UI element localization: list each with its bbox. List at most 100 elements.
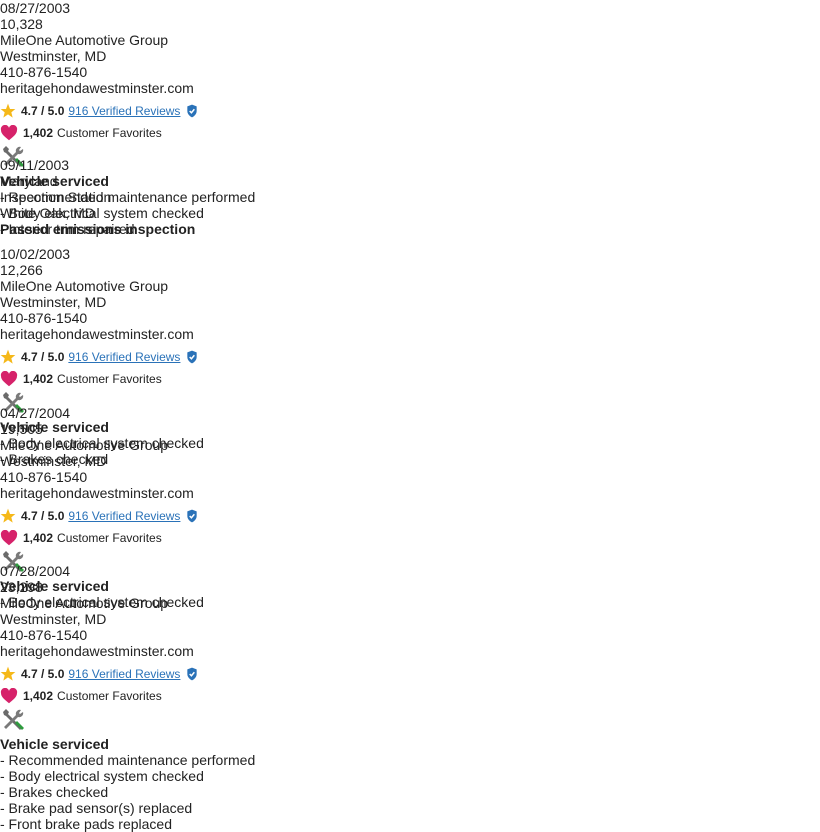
star-icon	[0, 103, 16, 118]
source-line: White Oak, MD	[0, 205, 95, 221]
favorites-count: 1,402	[23, 531, 54, 545]
history-row: 07/28/2004 23,298 MileOne Automotive Group…	[0, 563, 820, 832]
verified-badge	[187, 104, 198, 118]
details-item: - Recommended maintenance performed	[0, 752, 256, 768]
source-line: 410-876-1540	[0, 310, 88, 326]
details-title: Vehicle serviced	[0, 173, 109, 189]
source-line: Westminster, MD	[0, 453, 107, 469]
favorites-count: 1,402	[23, 372, 54, 386]
reviews-link[interactable]: 916 Verified Reviews	[68, 509, 181, 523]
details-item: - Brakes checked	[0, 784, 109, 800]
favorites-label: Customer Favorites	[57, 689, 162, 703]
date: 08/27/2003	[0, 0, 71, 16]
favorites-row: 1,402 Customer Favorites	[0, 122, 820, 144]
heart-icon	[0, 371, 18, 387]
mileage: 23,298	[0, 579, 43, 595]
source-line: heritagehondawestminster.com	[0, 326, 194, 342]
source-line: heritagehondawestminster.com	[0, 643, 194, 659]
details-item: - Body electrical system checked	[0, 768, 204, 784]
details: Vehicle serviced - Body electrical system…	[0, 578, 820, 610]
details-item: - Recommended maintenance performed	[0, 189, 256, 205]
rating-row: 4.7 / 5.0 916 Verified Reviews	[0, 505, 820, 527]
verified-badge	[187, 667, 198, 681]
source-line: 410-876-1540	[0, 64, 88, 80]
details-title: Vehicle serviced	[0, 578, 109, 594]
source: MileOne Automotive Group Westminster, MD 4…	[0, 437, 820, 549]
star-icon	[0, 508, 16, 523]
service-icon	[3, 146, 24, 167]
star-icon	[0, 349, 16, 364]
details-item: - Body electrical system checked	[0, 594, 204, 610]
details-item: - Front brake pads replaced	[0, 816, 172, 832]
icon-cell	[0, 549, 820, 578]
rating-score: 4.7 / 5.0	[21, 350, 65, 364]
details: Passed emissions inspection	[0, 221, 820, 237]
source-line: MileOne Automotive Group	[0, 595, 169, 611]
heart-icon	[0, 125, 18, 141]
source-line: Westminster, MD	[0, 294, 107, 310]
source: MileOne Automotive Group Westminster, MD 4…	[0, 278, 820, 390]
source-line: MileOne Automotive Group	[0, 32, 169, 48]
service-icon	[3, 551, 24, 572]
rating-row: 4.7 / 5.0 916 Verified Reviews	[0, 346, 820, 368]
history-row: 04/27/2004 19,505 MileOne Automotive Group…	[0, 405, 820, 610]
rating-row: 4.7 / 5.0 916 Verified Reviews	[0, 100, 820, 122]
heart-icon	[0, 688, 18, 704]
service-icon	[3, 392, 24, 413]
mileage: 12,266	[0, 262, 43, 278]
source-line: Inspection Station	[0, 189, 112, 205]
rating-score: 4.7 / 5.0	[21, 104, 65, 118]
source-line: Maryland	[0, 173, 58, 189]
icon-cell	[0, 707, 820, 736]
source: MileOne Automotive Group Westminster, MD 4…	[0, 595, 820, 707]
source-line: MileOne Automotive Group	[0, 437, 169, 453]
favorites-row: 1,402 Customer Favorites	[0, 685, 820, 707]
details-item: - Interior trim repaired	[0, 221, 135, 237]
icon-cell	[0, 390, 820, 419]
source-line: heritagehondawestminster.com	[0, 485, 194, 501]
history-row: 09/11/2003 Maryland Inspection Station Whit…	[0, 157, 820, 246]
details: Vehicle serviced - Recommended maintenanc…	[0, 173, 820, 237]
source-line: 410-876-1540	[0, 469, 88, 485]
date: 07/28/2004	[0, 563, 71, 579]
mileage: 19,505	[0, 421, 43, 437]
source-line: MileOne Automotive Group	[0, 278, 169, 294]
favorites-label: Customer Favorites	[57, 531, 162, 545]
source-line: Westminster, MD	[0, 48, 107, 64]
date: 04/27/2004	[0, 405, 71, 421]
details-title: Vehicle serviced	[0, 736, 109, 752]
source: Maryland Inspection Station White Oak, MD	[0, 173, 820, 221]
rating-score: 4.7 / 5.0	[21, 667, 65, 681]
details-title: Vehicle serviced	[0, 419, 109, 435]
details-item: - Brake pad sensor(s) replaced	[0, 800, 193, 816]
date: 09/11/2003	[0, 157, 70, 173]
details-item: - Body electrical system checked	[0, 205, 204, 221]
details-item: - Brakes checked	[0, 451, 109, 467]
source: MileOne Automotive Group Westminster, MD 4…	[0, 32, 820, 144]
details: Vehicle serviced - Body electrical system…	[0, 419, 820, 467]
favorites-label: Customer Favorites	[57, 126, 162, 140]
favorites-row: 1,402 Customer Favorites	[0, 527, 820, 549]
reviews-link[interactable]: 916 Verified Reviews	[68, 667, 181, 681]
star-icon	[0, 666, 16, 681]
source-line: 410-876-1540	[0, 627, 88, 643]
icon-cell	[0, 144, 820, 173]
favorites-count: 1,402	[23, 689, 54, 703]
date: 10/02/2003	[0, 246, 71, 262]
history-row: 10/02/2003 12,266 MileOne Automotive Group…	[0, 246, 820, 467]
reviews-link[interactable]: 916 Verified Reviews	[68, 350, 181, 364]
source-line: heritagehondawestminster.com	[0, 80, 194, 96]
favorites-row: 1,402 Customer Favorites	[0, 368, 820, 390]
favorites-count: 1,402	[23, 126, 54, 140]
service-icon	[3, 709, 24, 730]
heart-icon	[0, 530, 18, 546]
reviews-link[interactable]: 916 Verified Reviews	[68, 104, 181, 118]
source-line: Westminster, MD	[0, 611, 107, 627]
details: Vehicle serviced - Recommended maintenanc…	[0, 736, 820, 832]
favorites-label: Customer Favorites	[57, 372, 162, 386]
details-item: - Body electrical system checked	[0, 435, 204, 451]
verified-badge	[187, 509, 198, 523]
details-title: Passed emissions inspection	[0, 221, 196, 237]
rating-score: 4.7 / 5.0	[21, 509, 65, 523]
